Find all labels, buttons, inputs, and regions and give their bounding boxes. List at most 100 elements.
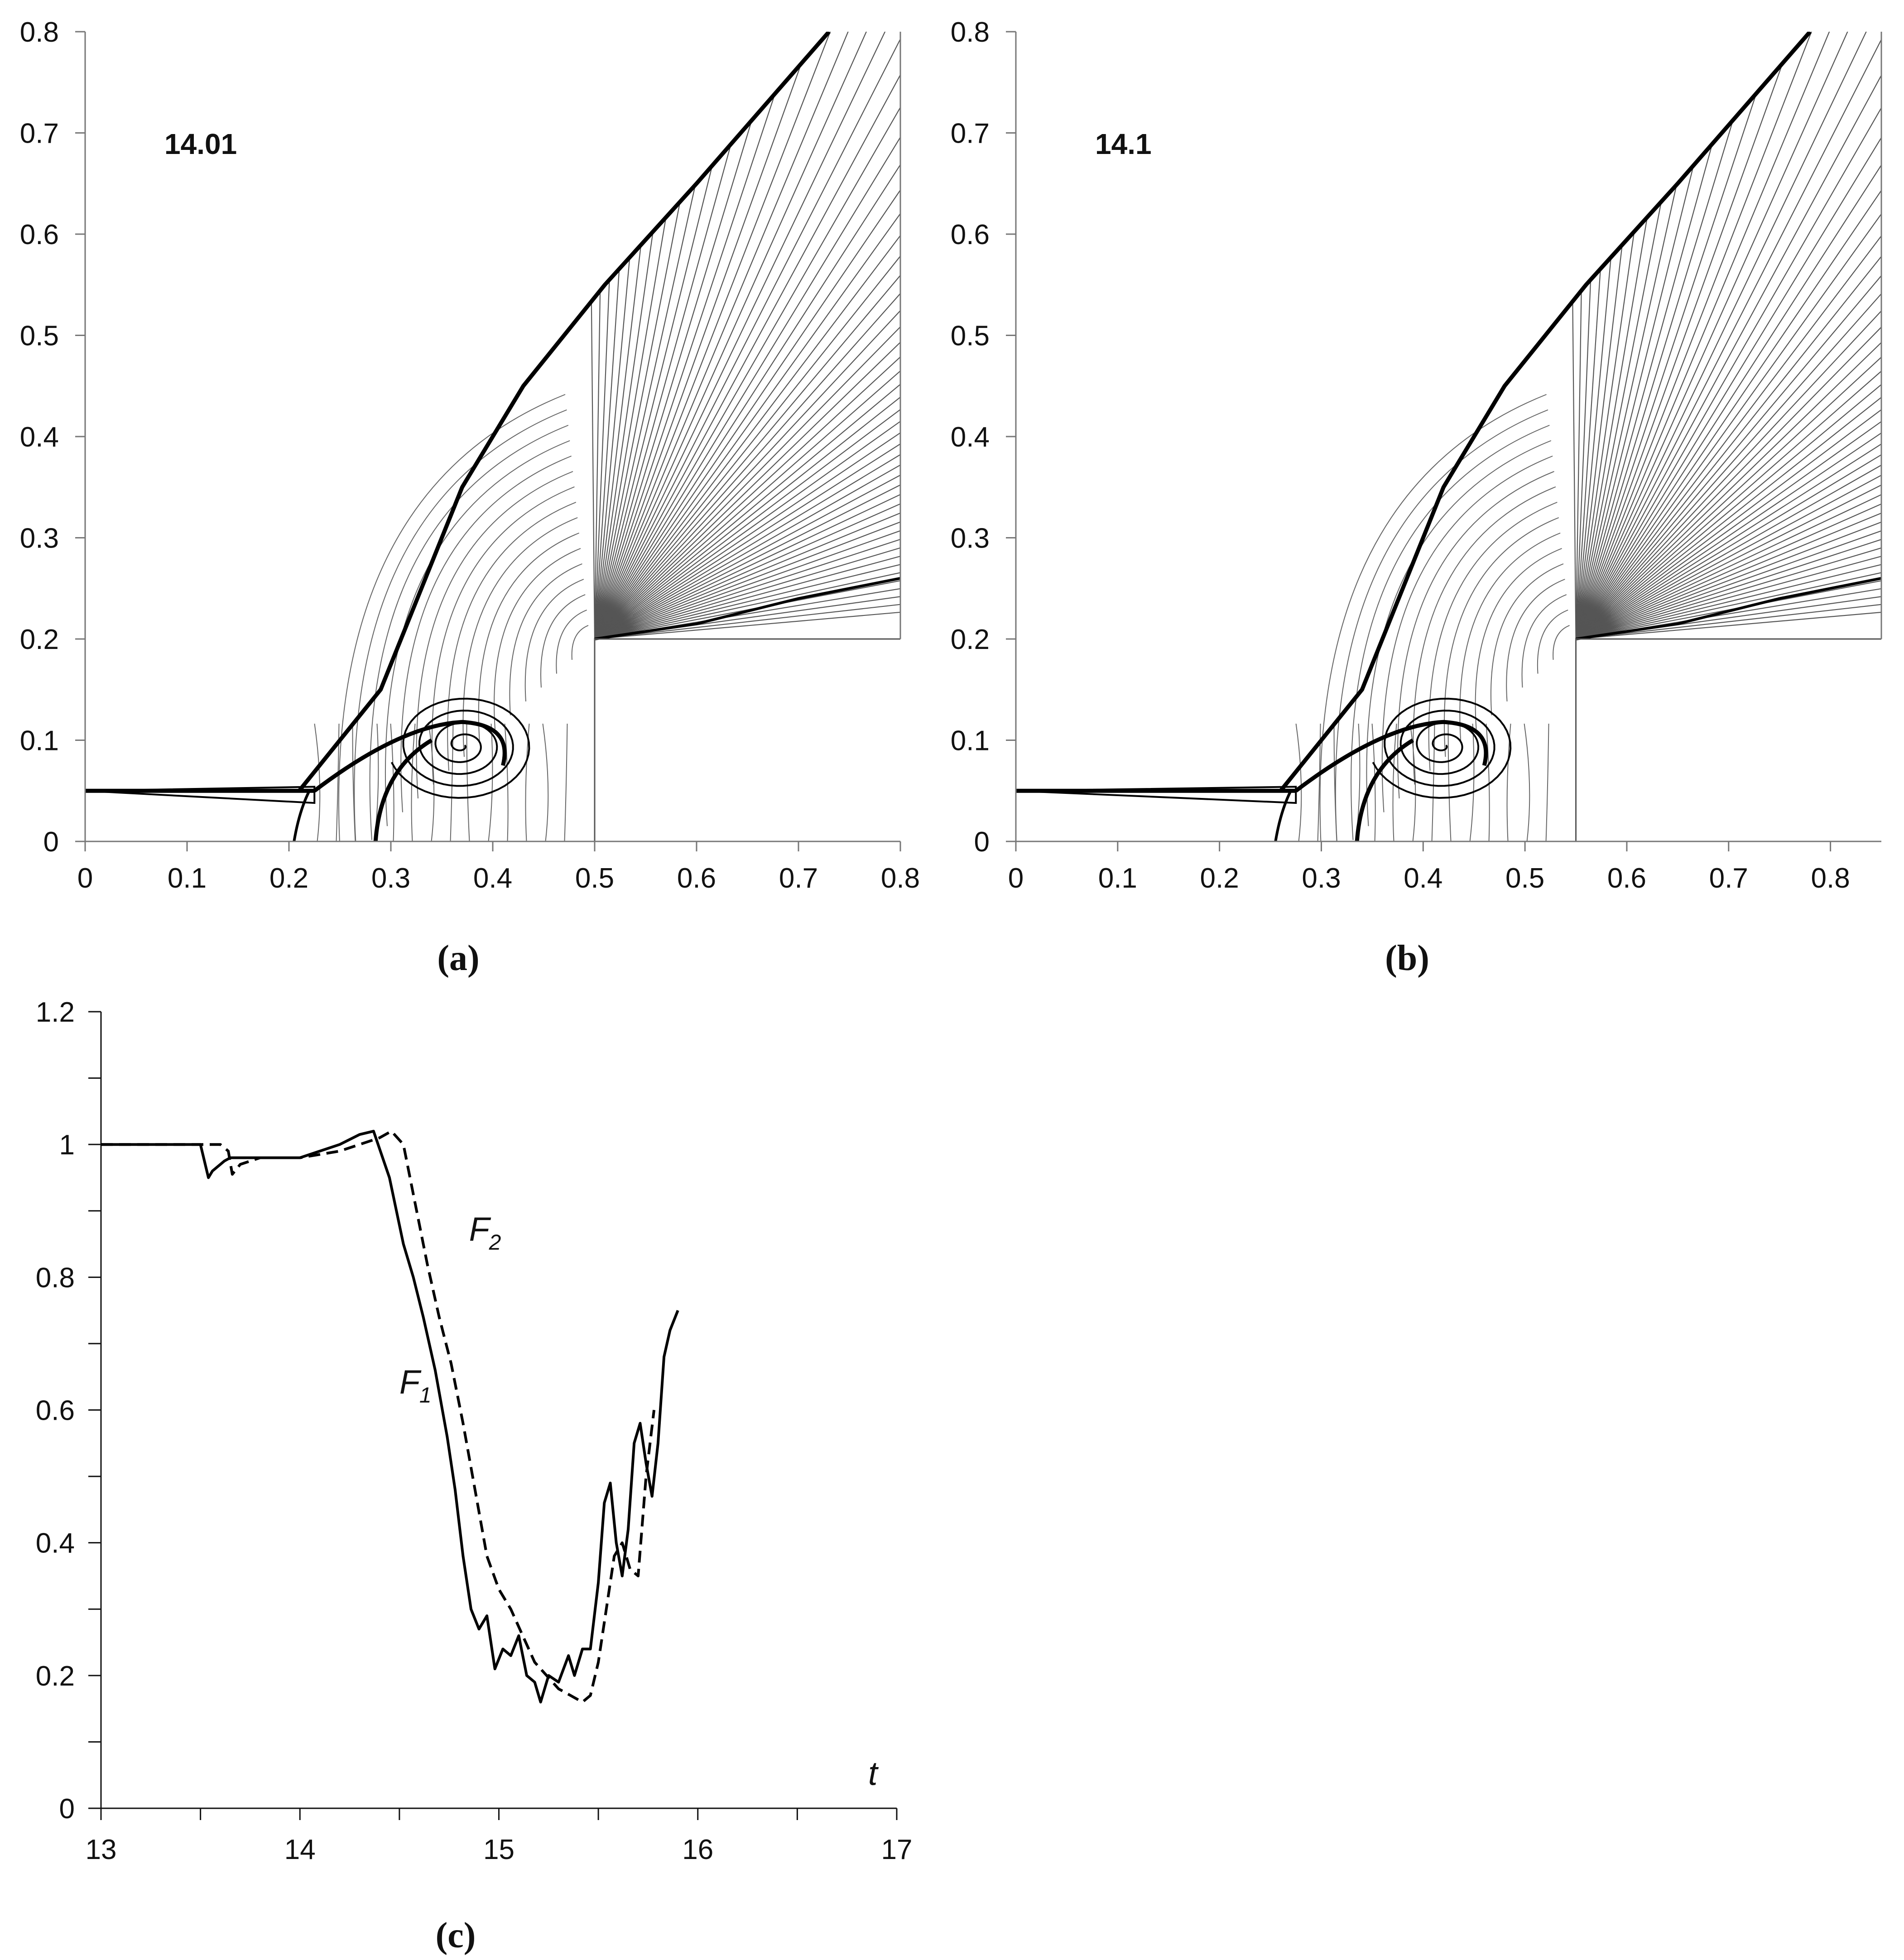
panel-b-field-arc xyxy=(1553,625,1570,660)
panel-a-fan-line xyxy=(594,274,900,639)
panel-b-axes: 0 0.1 0.2 0.3 0.4 0.5 0.6 0.7 0.8 0 0.1 0.2 0.3 0.4 0.… xyxy=(951,17,1882,894)
panel-b-fan-line xyxy=(1575,370,1881,639)
panel-a-fan-line xyxy=(594,494,900,639)
panel-b-field-arc xyxy=(1381,456,1553,812)
panel-b-step-shock xyxy=(1576,576,1881,640)
panel-a-step-mask xyxy=(595,639,900,841)
panel-b-fan-line xyxy=(1575,164,1881,639)
panel-a-fan-line xyxy=(594,484,900,639)
panel-a-y-tick-label: 0.8 xyxy=(20,17,59,48)
panel-a-x-tick-label: 0.2 xyxy=(269,863,308,894)
panel-a-fan-line xyxy=(594,464,900,639)
panel-b-field-arc xyxy=(1351,425,1550,840)
panel-a-fan-line xyxy=(594,106,900,639)
curve-label-subscript: 1 xyxy=(419,1384,432,1408)
panel-a-fan-line xyxy=(594,163,900,639)
panel-b-time-label: 14.1 xyxy=(1095,128,1152,160)
panel-b-fan-line xyxy=(1575,74,1881,639)
panel-a-vertical-contour xyxy=(488,723,493,841)
panel-b-vortex-spiral xyxy=(1372,697,1512,799)
panel-b-y-tick-label: 0.4 xyxy=(951,422,990,453)
panel-c-x-tick-label: 14 xyxy=(284,1834,316,1865)
panel-b-fan-line xyxy=(1576,503,1881,640)
panel-b-x-tick-label: 0.7 xyxy=(1709,863,1748,894)
panel-b-fan-line xyxy=(1575,341,1881,639)
panel-a-x-tick-label: 0.7 xyxy=(779,863,818,894)
panel-a-caption: (a) xyxy=(437,938,479,978)
panel-a-fan-line xyxy=(594,547,900,640)
panel-a-fan-line xyxy=(594,474,900,639)
panel-a-fan-line xyxy=(594,421,900,639)
panel-a-fan-line xyxy=(594,32,796,639)
panel-a-fan-line xyxy=(594,32,813,639)
panel-b-shear-layer xyxy=(1294,720,1488,793)
panel-a-field-arc xyxy=(540,594,586,688)
panel-b-field-arc xyxy=(1475,548,1562,730)
panel-a-fan-line xyxy=(594,396,900,639)
panel-a-fan-line xyxy=(594,408,900,639)
panel-b-slip-line xyxy=(1355,738,1414,841)
panel-b-fan-line xyxy=(1576,611,1881,640)
panel-b-fan-line xyxy=(1575,32,1848,639)
panel-b-fan-line xyxy=(1575,409,1881,639)
panel-a-fan-line xyxy=(594,235,900,639)
panel-b-fan-line xyxy=(1575,274,1881,639)
panel-b-fan-line xyxy=(1575,136,1881,639)
panel-a-fan-line xyxy=(594,538,900,640)
panel-b-y-tick-label: 0 xyxy=(974,826,990,858)
panel-a-fan-line xyxy=(594,73,900,639)
panel-b-fan-line xyxy=(1576,556,1881,640)
panel-b-fan-line xyxy=(1576,512,1881,640)
panel-a-axes: 0 0.1 0.2 0.3 0.4 0.5 0.6 0.7 0.8 0 0.1 0.2 0.3 0.4 0.… xyxy=(20,17,920,894)
panel-a-fan-line xyxy=(594,443,900,639)
panel-b-fan-line xyxy=(1575,432,1881,639)
panel-a-fan-line xyxy=(594,370,900,639)
panel-b-fan-line xyxy=(1576,547,1881,640)
panel-a-step-shock xyxy=(594,576,900,640)
panel-a-x-tick-label: 0.4 xyxy=(473,863,512,894)
panel-b-fan-line xyxy=(1575,396,1881,639)
panel-a-field-arc xyxy=(369,425,569,840)
panel-a-field-arc xyxy=(494,548,581,730)
panel-a-fan-line xyxy=(594,611,900,640)
panel-b-fan-line xyxy=(1576,604,1881,640)
panel-c-y-tick-label: 0.8 xyxy=(36,1262,75,1293)
panel-a-shock-front xyxy=(297,32,831,793)
panel-b-vertical-contour xyxy=(1524,723,1530,841)
panel-b-contour-lines xyxy=(1016,32,1881,841)
panel-b-fan-line xyxy=(1576,596,1881,640)
panel-a-fan-line xyxy=(594,356,900,639)
panel-b-field-arc xyxy=(1506,579,1565,701)
panel-b-field-arc xyxy=(1335,409,1548,841)
panel-a-fan-line xyxy=(594,588,900,640)
panel-a-fan-line xyxy=(594,432,900,639)
panel-a-fan-line xyxy=(594,255,900,639)
contour-panel-a: 0 0.1 0.2 0.3 0.4 0.5 0.6 0.7 0.8 0 0.1 0.2 0.3 0.4 0.… xyxy=(20,17,920,978)
panel-b-fan-line xyxy=(1576,572,1881,640)
panel-a-fan-line xyxy=(594,32,886,639)
panel-a-fan-line xyxy=(594,512,900,640)
panel-a-step-outline xyxy=(594,638,900,841)
curve-label-subscript: 2 xyxy=(489,1231,501,1255)
panel-b-fan-line xyxy=(1575,326,1881,639)
panel-a-y-tick-label: 0.6 xyxy=(20,219,59,250)
panel-a-vertical-contour xyxy=(390,723,394,841)
panel-b-vertical-contour xyxy=(1545,723,1549,841)
panel-b-fan-line xyxy=(1575,293,1881,639)
panel-a-x-tick-label: 0 xyxy=(77,863,93,894)
panel-a-fan-line xyxy=(594,454,900,639)
panel-a-vertical-contour xyxy=(564,723,568,841)
panel-b-y-tick-label: 0.1 xyxy=(951,725,990,757)
panel-a-fan-line xyxy=(594,384,900,639)
panel-b-field-contours xyxy=(1295,394,1570,841)
panel-a-y-tick-label: 0.5 xyxy=(20,321,59,352)
panel-b-jet-shock xyxy=(1274,790,1292,841)
panel-b-fan-line xyxy=(1575,421,1881,639)
panel-a-x-tick-label: 0.8 xyxy=(881,863,920,894)
panel-a-field-arc xyxy=(354,409,567,841)
panel-b-caption: (b) xyxy=(1385,938,1429,978)
panel-b-fan-line xyxy=(1575,454,1881,639)
